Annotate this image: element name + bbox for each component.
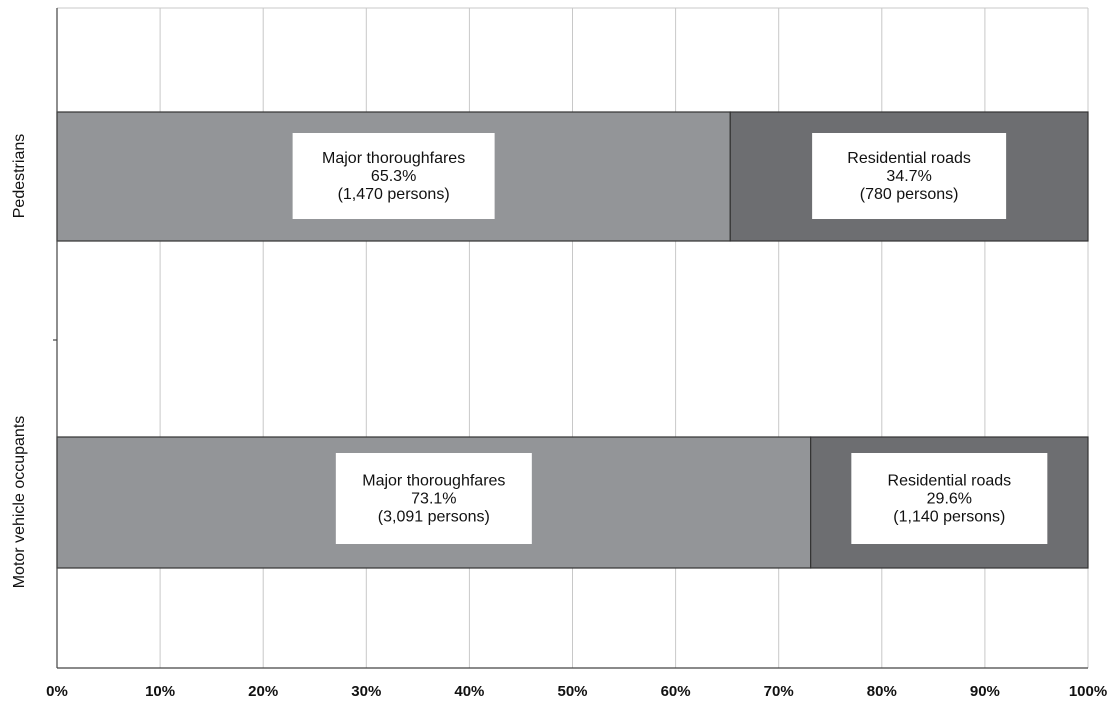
gridlines — [57, 7, 1089, 668]
category-labels: Pedestrians Motor vehicle occupants — [11, 134, 28, 589]
x-tick-label: 30% — [351, 683, 381, 700]
axes — [53, 8, 1088, 669]
data-label-box — [851, 453, 1048, 544]
data-label: Major thoroughfares — [322, 150, 465, 167]
data-label: 65.3% — [371, 168, 416, 185]
x-tick-label: 40% — [454, 683, 484, 700]
x-tick-label: 100% — [1069, 683, 1107, 700]
x-tick-label: 70% — [764, 683, 794, 700]
data-label: (1,470 persons) — [338, 186, 450, 203]
x-tick-label: 60% — [661, 683, 691, 700]
data-label-box — [335, 453, 532, 544]
x-tick-label: 0% — [46, 683, 68, 700]
x-tick-label: 20% — [248, 683, 278, 700]
data-label: 73.1% — [411, 491, 456, 508]
category-label: Motor vehicle occupants — [11, 416, 28, 589]
data-label: 34.7% — [886, 168, 931, 185]
data-label: Major thoroughfares — [362, 473, 505, 490]
data-label: (780 persons) — [860, 186, 959, 203]
x-tick-labels: 0% 10% 20% 30% 40% 50% 60% 70% 80% 90% 100% — [46, 683, 1107, 700]
data-label: Residential roads — [888, 473, 1012, 490]
data-label: (3,091 persons) — [378, 509, 490, 526]
data-label-box — [292, 133, 495, 219]
x-tick-label: 10% — [145, 683, 175, 700]
data-label: (1,140 persons) — [893, 509, 1005, 526]
x-tick-label: 90% — [970, 683, 1000, 700]
x-tick-label: 50% — [557, 683, 587, 700]
x-tick-label: 80% — [867, 683, 897, 700]
data-label: Residential roads — [847, 150, 971, 167]
category-label: Pedestrians — [11, 134, 28, 219]
data-label-box — [812, 133, 1007, 219]
data-label: 29.6% — [927, 491, 972, 508]
